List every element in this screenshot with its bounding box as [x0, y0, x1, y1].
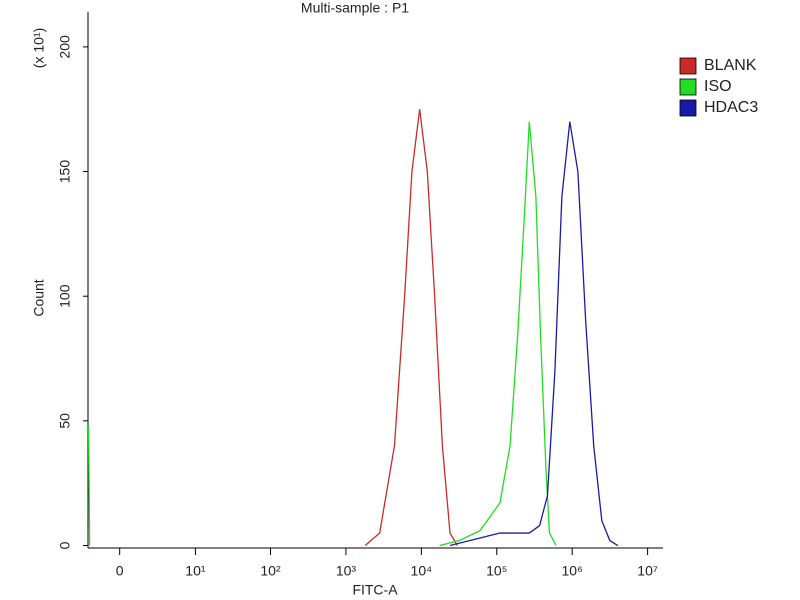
x-tick-label: 10²	[260, 563, 281, 579]
legend-label: BLANK	[704, 57, 757, 74]
histogram-line	[87, 121, 557, 547]
chart-title: Multi-sample : P1	[301, 0, 409, 16]
legend-label: HDAC3	[704, 99, 758, 116]
y-tick-label: 100	[57, 284, 73, 308]
y-tick-label: 150	[57, 160, 73, 184]
x-tick-label: 10⁵	[486, 563, 507, 579]
x-tick-label: 10³	[336, 563, 357, 579]
y-multiplier: (x 10¹)	[31, 28, 47, 68]
x-tick-label: 10¹	[185, 563, 206, 579]
x-tick-label: 10⁶	[562, 563, 583, 579]
y-tick-label: 200	[57, 35, 73, 59]
histogram-line	[364, 109, 458, 547]
y-axis-label: Count	[31, 279, 47, 316]
x-axis-label: FITC-A	[352, 582, 398, 598]
legend-label: ISO	[704, 78, 732, 95]
legend-swatch	[679, 99, 697, 117]
legend-swatch	[679, 57, 697, 75]
histogram-line	[449, 121, 619, 547]
y-tick-label: 0	[57, 541, 73, 549]
x-tick-label: 10⁴	[411, 563, 433, 579]
y-tick-label: 50	[57, 413, 73, 429]
x-tick-label: 0	[116, 563, 124, 579]
x-tick-label: 10⁷	[637, 563, 658, 579]
legend-swatch	[679, 78, 697, 96]
